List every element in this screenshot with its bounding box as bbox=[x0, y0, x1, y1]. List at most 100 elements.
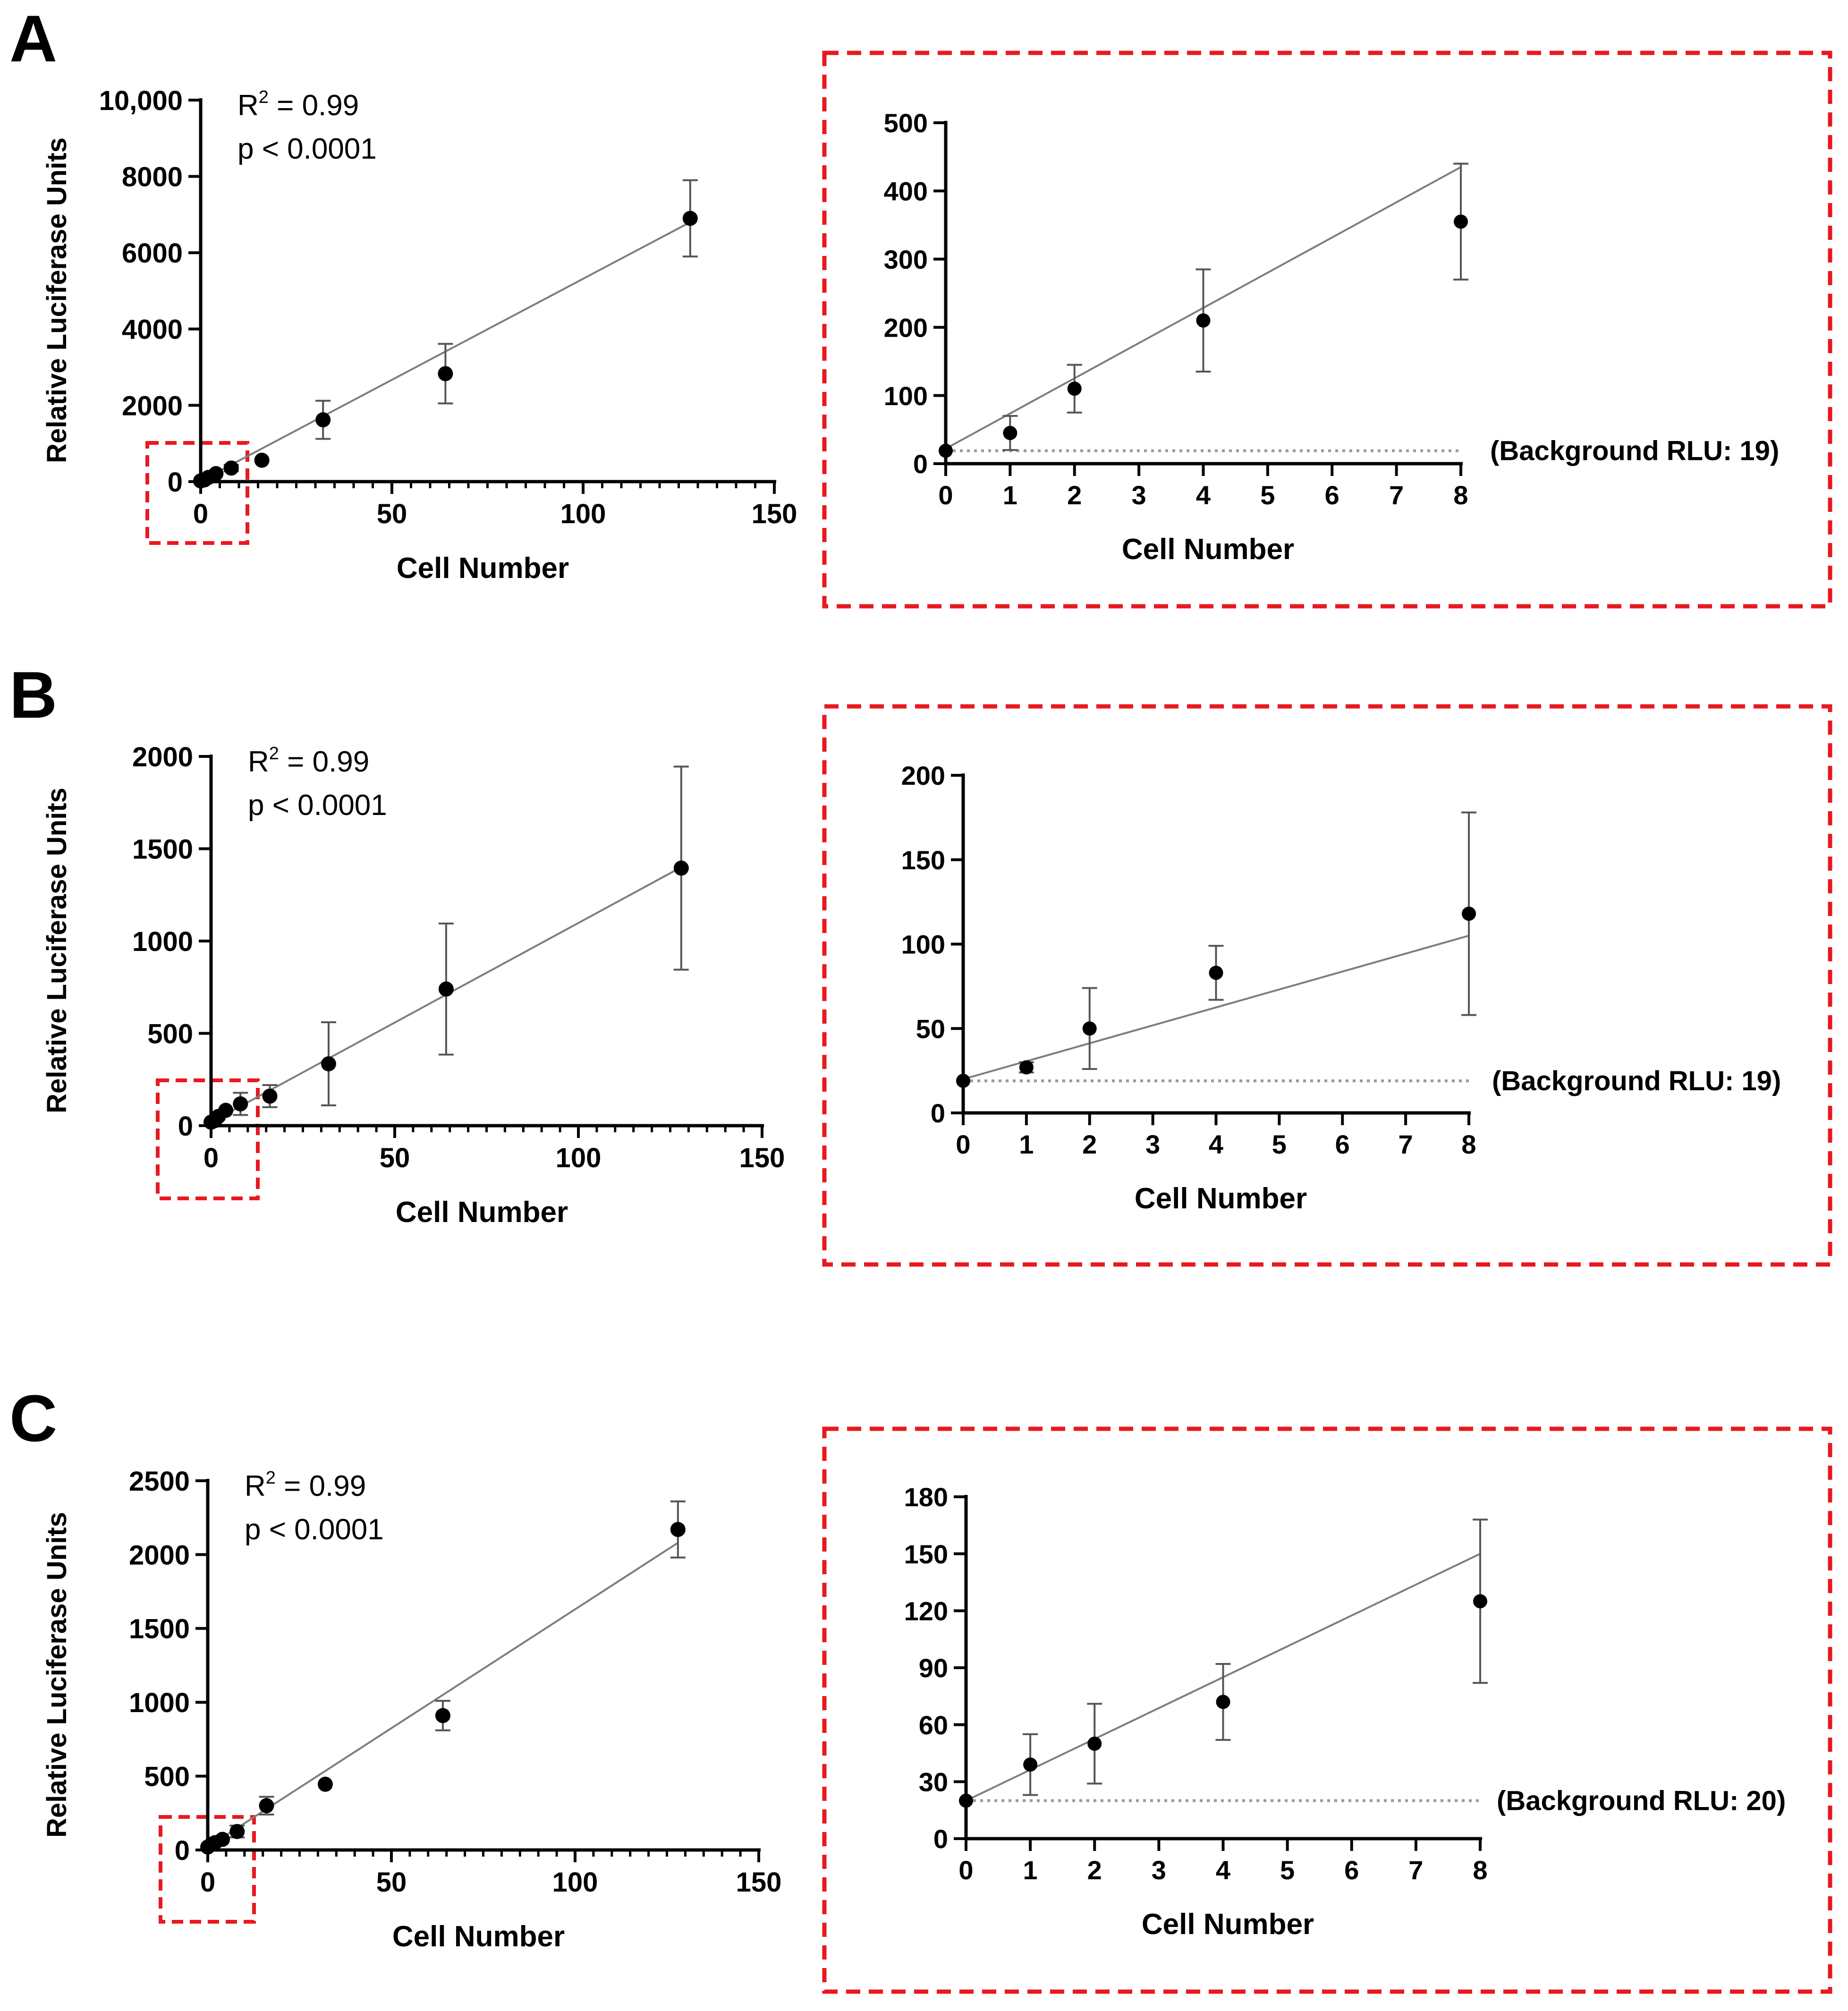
y-tick-label: 50 bbox=[916, 1014, 945, 1044]
y-tick-label: 1000 bbox=[132, 926, 193, 957]
data-point bbox=[1209, 966, 1223, 980]
chart-b-full: 0 500 1000 1500 2000 0 50 100 150 Cell Number Rela… bbox=[42, 742, 785, 1229]
y-tick-label: 180 bbox=[904, 1482, 948, 1512]
x-tick-label: 6 bbox=[1325, 480, 1339, 510]
x-tick-label: 0 bbox=[938, 480, 953, 510]
x-tick-label: 5 bbox=[1260, 480, 1275, 510]
fit-line bbox=[963, 934, 1469, 1080]
background-label: (Background RLU: 19) bbox=[1492, 1066, 1781, 1096]
x-tick-label: 8 bbox=[1461, 1129, 1476, 1159]
r-squared-value: = 0.99 bbox=[269, 89, 359, 122]
x-tick-label: 0 bbox=[193, 499, 208, 529]
data-point bbox=[259, 1798, 274, 1814]
data-point bbox=[1462, 907, 1476, 921]
y-tick-label: 150 bbox=[901, 845, 945, 875]
data-point bbox=[673, 860, 689, 876]
data-point bbox=[315, 412, 331, 428]
zoom-box-a bbox=[145, 441, 249, 545]
x-tick-label: 100 bbox=[556, 1143, 602, 1173]
r-squared-superscript: 2 bbox=[269, 744, 279, 764]
y-tick-label: 120 bbox=[904, 1596, 948, 1626]
y-tick-label: 1000 bbox=[129, 1688, 190, 1718]
y-tick-label: 2000 bbox=[122, 390, 183, 421]
x-axis-title: Cell Number bbox=[397, 552, 569, 585]
r-squared-value: = 0.99 bbox=[279, 746, 369, 778]
y-tick-label: 1500 bbox=[129, 1614, 190, 1645]
x-axis-title: Cell Number bbox=[392, 1920, 565, 1953]
x-axis-title: Cell Number bbox=[1122, 533, 1294, 566]
chart-c-full: 0 500 1000 1500 2000 2500 0 50 100 150 Cell Number… bbox=[42, 1466, 781, 1953]
x-axis-title: Cell Number bbox=[1135, 1182, 1307, 1215]
x-tick-label: 5 bbox=[1272, 1129, 1287, 1159]
data-point bbox=[223, 460, 239, 476]
data-point bbox=[254, 452, 270, 468]
y-tick-label: 6000 bbox=[122, 238, 183, 269]
y-tick-label: 2000 bbox=[129, 1540, 190, 1570]
data-point bbox=[939, 443, 953, 458]
chart-a-inset: 0 100 200 300 400 500 0 1 2 3 4 5 6 7 8 Cell Number (Bac… bbox=[884, 108, 1780, 566]
r-squared-symbol: R bbox=[245, 1470, 266, 1502]
y-tick-label: 1500 bbox=[132, 834, 193, 865]
data-point bbox=[956, 1074, 970, 1088]
y-tick-label: 90 bbox=[919, 1653, 948, 1683]
p-value-label: p < 0.0001 bbox=[248, 789, 387, 822]
r-squared-superscript: 2 bbox=[266, 1468, 276, 1488]
x-tick-label: 6 bbox=[1344, 1855, 1359, 1885]
data-point bbox=[1067, 382, 1082, 396]
y-tick-label: 200 bbox=[884, 313, 928, 342]
chart-b-inset: 0 50 100 150 200 0 1 2 3 4 5 6 7 8 Cell Number (Backgro… bbox=[901, 761, 1781, 1215]
x-tick-label: 50 bbox=[380, 1143, 410, 1173]
y-tick-label: 0 bbox=[178, 1111, 193, 1142]
y-tick-label: 2500 bbox=[129, 1466, 190, 1497]
r-squared-value: = 0.99 bbox=[276, 1470, 366, 1502]
x-tick-label: 4 bbox=[1196, 480, 1211, 510]
p-value-label: p < 0.0001 bbox=[237, 133, 377, 165]
y-axis-title: Relative Luciferase Units bbox=[42, 1512, 72, 1838]
x-tick-label: 3 bbox=[1152, 1855, 1166, 1885]
x-tick-label: 2 bbox=[1087, 1855, 1102, 1885]
x-tick-label: 0 bbox=[200, 1867, 215, 1898]
y-tick-label: 8000 bbox=[122, 161, 183, 192]
data-point bbox=[1473, 1594, 1487, 1609]
x-tick-label: 3 bbox=[1145, 1129, 1160, 1159]
panel-letter-a: A bbox=[9, 1, 57, 76]
y-tick-label: 400 bbox=[884, 177, 928, 206]
x-tick-label: 0 bbox=[203, 1143, 219, 1173]
y-tick-label: 150 bbox=[904, 1539, 948, 1569]
data-point bbox=[1216, 1695, 1230, 1709]
y-tick-label: 30 bbox=[919, 1767, 948, 1797]
x-tick-label: 2 bbox=[1082, 1129, 1097, 1159]
data-point bbox=[218, 1103, 234, 1118]
data-point bbox=[1196, 313, 1211, 328]
y-tick-label: 4000 bbox=[122, 314, 183, 345]
x-tick-label: 0 bbox=[958, 1855, 973, 1885]
r-squared-superscript: 2 bbox=[259, 87, 269, 107]
x-tick-label: 1 bbox=[1003, 480, 1017, 510]
inset-frame-c bbox=[822, 1426, 1832, 1994]
x-tick-label: 100 bbox=[552, 1867, 598, 1898]
data-point bbox=[1019, 1060, 1034, 1075]
chart-a-full: 0 2000 4000 6000 8000 10,000 0 50 100 150 Cell Num… bbox=[42, 85, 797, 585]
y-tick-label: 500 bbox=[147, 1018, 193, 1049]
data-point bbox=[959, 1793, 973, 1808]
x-tick-label: 1 bbox=[1019, 1129, 1034, 1159]
x-tick-label: 150 bbox=[752, 499, 797, 529]
x-tick-label: 6 bbox=[1335, 1129, 1350, 1159]
x-tick-label: 5 bbox=[1280, 1855, 1295, 1885]
y-tick-label: 0 bbox=[933, 1824, 948, 1854]
data-point bbox=[229, 1824, 245, 1839]
data-point bbox=[1023, 1757, 1038, 1772]
x-tick-label: 50 bbox=[376, 1867, 407, 1898]
x-tick-label: 8 bbox=[1473, 1855, 1487, 1885]
y-tick-label: 500 bbox=[884, 108, 928, 138]
r-squared-label: R2 = 0.99 bbox=[237, 87, 359, 122]
x-tick-label: 100 bbox=[560, 499, 606, 529]
data-point bbox=[682, 211, 698, 226]
data-point bbox=[1087, 1736, 1102, 1751]
data-point bbox=[438, 981, 454, 997]
data-point bbox=[262, 1088, 278, 1104]
panel-letter-b: B bbox=[9, 658, 57, 732]
data-point bbox=[438, 366, 453, 382]
r-squared-label: R2 = 0.99 bbox=[248, 744, 369, 778]
y-tick-label: 0 bbox=[175, 1835, 190, 1866]
